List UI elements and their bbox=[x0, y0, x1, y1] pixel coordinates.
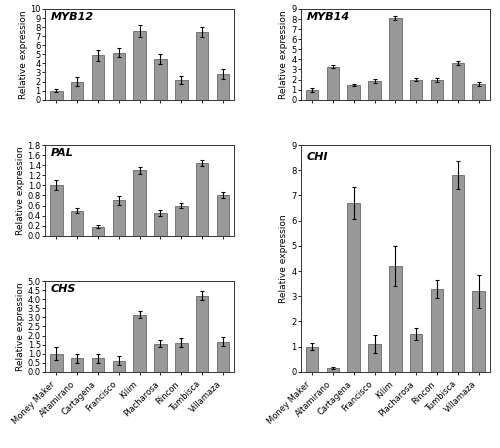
Bar bbox=[430, 80, 443, 99]
Bar bbox=[348, 203, 360, 372]
Bar bbox=[50, 185, 62, 236]
Text: CHS: CHS bbox=[50, 284, 76, 294]
Bar bbox=[410, 80, 422, 99]
Y-axis label: Relative expression: Relative expression bbox=[18, 10, 28, 99]
Text: MYB12: MYB12 bbox=[50, 12, 94, 22]
Bar bbox=[389, 18, 402, 99]
Bar bbox=[71, 211, 84, 236]
Text: MYB14: MYB14 bbox=[306, 12, 350, 22]
Bar bbox=[306, 347, 318, 372]
Bar bbox=[92, 55, 104, 99]
Bar bbox=[348, 85, 360, 99]
Text: CHI: CHI bbox=[306, 152, 328, 162]
Bar bbox=[154, 213, 166, 236]
Bar bbox=[216, 342, 229, 372]
Bar bbox=[452, 175, 464, 372]
Bar bbox=[326, 368, 339, 372]
Y-axis label: Relative expression: Relative expression bbox=[280, 10, 288, 99]
Y-axis label: Relative expression: Relative expression bbox=[16, 146, 25, 235]
Bar bbox=[112, 200, 125, 236]
Bar bbox=[154, 344, 166, 372]
Bar bbox=[134, 314, 146, 372]
Bar bbox=[326, 67, 339, 99]
Bar bbox=[472, 83, 485, 99]
Text: PAL: PAL bbox=[50, 148, 74, 158]
Bar bbox=[71, 82, 84, 99]
Bar bbox=[368, 344, 381, 372]
Bar bbox=[134, 31, 146, 99]
Bar bbox=[306, 90, 318, 99]
Y-axis label: Relative expression: Relative expression bbox=[280, 214, 288, 303]
Bar bbox=[196, 163, 208, 236]
Bar bbox=[216, 195, 229, 236]
Bar bbox=[472, 291, 485, 372]
Bar bbox=[389, 266, 402, 372]
Bar bbox=[216, 74, 229, 99]
Bar bbox=[196, 296, 208, 372]
Bar bbox=[50, 90, 62, 99]
Bar bbox=[410, 334, 422, 372]
Bar bbox=[112, 361, 125, 372]
Bar bbox=[71, 358, 84, 372]
Bar bbox=[134, 170, 146, 236]
Bar bbox=[175, 343, 188, 372]
Bar bbox=[92, 358, 104, 372]
Bar bbox=[92, 227, 104, 236]
Bar bbox=[175, 206, 188, 236]
Bar bbox=[368, 81, 381, 99]
Bar bbox=[196, 32, 208, 99]
Bar bbox=[452, 63, 464, 99]
Bar bbox=[50, 354, 62, 372]
Bar bbox=[430, 289, 443, 372]
Bar bbox=[154, 59, 166, 99]
Bar bbox=[175, 80, 188, 99]
Y-axis label: Relative expression: Relative expression bbox=[16, 282, 25, 371]
Bar bbox=[112, 52, 125, 99]
